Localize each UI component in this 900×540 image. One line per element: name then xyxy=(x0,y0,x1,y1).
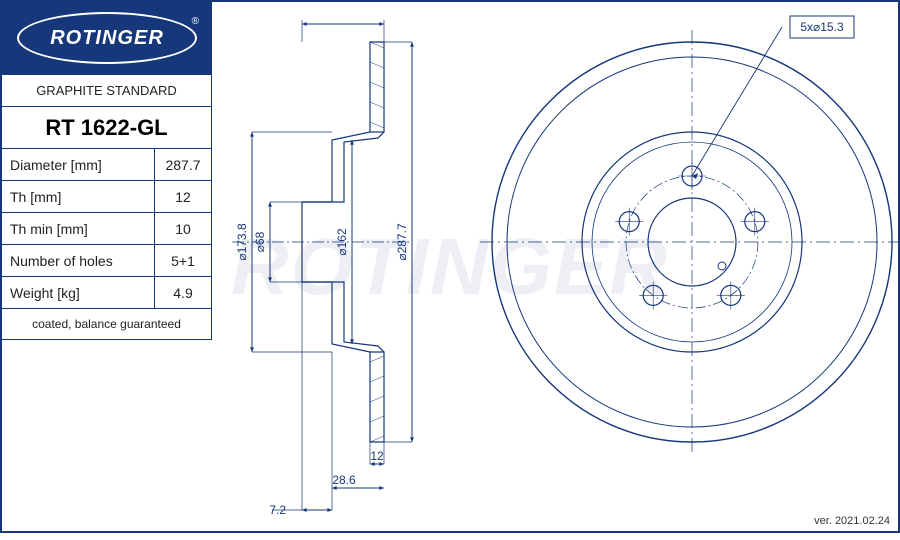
spec-label: Weight [kg] xyxy=(2,277,155,308)
spec-label: Th min [mm] xyxy=(2,213,155,244)
svg-text:⌀162: ⌀162 xyxy=(335,228,349,256)
footer-note-row: coated, balance guaranteed xyxy=(2,308,211,340)
standard-row: GRAPHITE STANDARD xyxy=(2,74,211,106)
svg-text:12: 12 xyxy=(370,449,384,463)
logo-text: ROTINGER xyxy=(50,27,164,50)
standard-label: GRAPHITE STANDARD xyxy=(36,83,177,98)
spec-row: Th min [mm] 10 xyxy=(2,212,211,244)
svg-text:7.2: 7.2 xyxy=(269,503,286,517)
spec-value: 10 xyxy=(155,213,211,244)
spec-value: 287.7 xyxy=(155,149,211,180)
trademark-icon: ® xyxy=(192,16,199,27)
footer-note: coated, balance guaranteed xyxy=(32,317,181,331)
technical-drawing: ⌀173.8 ⌀68 ⌀162 ⌀287.7 12 28.6 7.2 5x⌀15.3 xyxy=(212,2,898,531)
spec-label: Th [mm] xyxy=(2,181,155,212)
spec-value: 12 xyxy=(155,181,211,212)
part-number-row: RT 1622-GL xyxy=(2,106,211,148)
part-number: RT 1622-GL xyxy=(45,115,167,141)
spec-value: 4.9 xyxy=(155,277,211,308)
spec-value: 5+1 xyxy=(155,245,211,276)
svg-text:5x⌀15.3: 5x⌀15.3 xyxy=(800,20,844,34)
svg-text:⌀287.7: ⌀287.7 xyxy=(395,223,409,261)
spec-row: Number of holes 5+1 xyxy=(2,244,211,276)
spec-row: Diameter [mm] 287.7 xyxy=(2,148,211,180)
spec-row: Th [mm] 12 xyxy=(2,180,211,212)
spec-label: Diameter [mm] xyxy=(2,149,155,180)
version-label: ver. 2021.02.24 xyxy=(814,515,890,527)
logo-ellipse: ROTINGER ® xyxy=(17,12,197,64)
svg-text:28.6: 28.6 xyxy=(332,473,356,487)
svg-text:⌀173.8: ⌀173.8 xyxy=(235,223,249,261)
svg-text:⌀68: ⌀68 xyxy=(253,231,267,252)
spec-label: Number of holes xyxy=(2,245,155,276)
spec-table: GRAPHITE STANDARD RT 1622-GL Diameter [m… xyxy=(2,74,212,340)
brand-logo: ROTINGER ® xyxy=(2,2,212,74)
spec-row: Weight [kg] 4.9 xyxy=(2,276,211,308)
